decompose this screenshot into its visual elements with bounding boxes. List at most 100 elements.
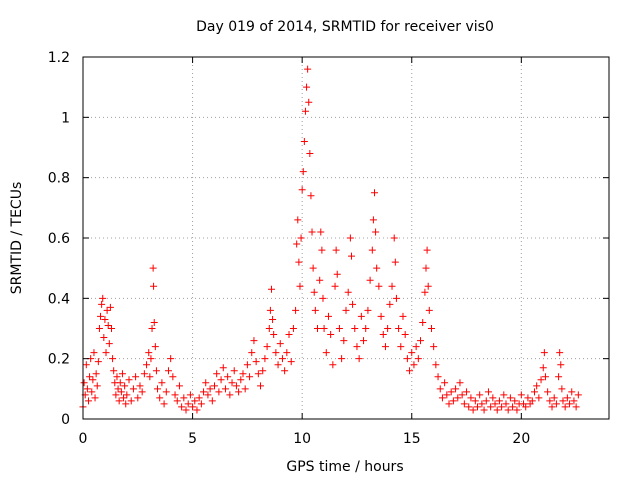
data-point [250,337,258,345]
data-point [544,388,552,396]
data-point [417,337,425,345]
y-tick-label: 1.2 [48,50,70,66]
data-point [219,364,227,372]
data-point [454,394,462,402]
y-tick-label: 0.8 [48,171,70,187]
data-point [511,397,519,405]
data-point [436,385,444,393]
data-point [493,406,501,414]
data-point [414,355,422,363]
data-point [298,186,306,194]
data-point [561,403,569,411]
data-point [97,312,105,320]
data-point [568,388,576,396]
data-point [303,83,311,91]
data-point [86,373,94,381]
data-point [259,367,267,375]
data-point [506,394,514,402]
data-point [392,294,400,302]
data-point [154,385,162,393]
data-point [173,397,181,405]
data-point [90,349,98,357]
data-point [366,276,374,284]
data-point [202,379,210,387]
x-tick-label: 0 [79,431,88,447]
data-point [491,400,499,408]
data-point [351,325,359,332]
data-point [147,355,155,363]
data-point [270,331,278,339]
data-point [145,349,153,357]
data-point [287,358,295,366]
data-point [237,376,245,384]
data-point [552,400,560,408]
data-point [241,385,249,393]
data-point [151,343,159,351]
y-tick-label: 0.2 [48,352,70,368]
data-point [449,397,457,405]
data-point [146,373,154,381]
data-point [300,137,308,145]
chart-title: Day 019 of 2014, SRMTID for receiver vis… [196,19,494,35]
data-point [105,340,113,348]
data-point [158,379,166,387]
data-point [445,400,453,408]
data-point [211,382,218,390]
data-point [517,391,525,399]
data-point [294,216,302,224]
data-point [109,355,117,363]
data-point [412,343,420,351]
data-point [114,385,122,393]
data-point [150,318,158,326]
data-point [524,394,532,402]
data-point [213,370,221,378]
data-point [307,192,315,200]
x-tick-labels: 0 5 10 15 20 [79,431,531,447]
plot-frame [82,56,610,420]
data-point [224,373,232,381]
y-axis-label: SRMTID / TECUs [9,182,25,295]
data-point [474,403,481,411]
data-points [79,65,582,414]
data-point [248,349,256,357]
data-point [309,264,317,272]
data-point [113,373,121,381]
data-point [310,288,318,296]
data-point [123,391,131,399]
data-point [100,334,108,342]
data-point [134,394,142,402]
data-point [469,406,477,414]
data-point [316,276,324,284]
data-point [193,406,201,414]
data-point [208,397,216,405]
data-point [152,367,160,375]
data-point [434,373,442,381]
data-point [509,403,517,411]
data-point [129,385,137,393]
data-point [458,391,466,399]
data-point [410,361,418,369]
data-point [399,312,407,320]
data-point [467,394,475,402]
data-point [533,382,541,390]
data-point [120,394,128,402]
data-point [391,258,399,266]
data-point [342,306,350,314]
data-point [566,400,574,408]
data-point [438,394,446,402]
data-point [377,312,385,320]
data-point [80,379,88,387]
x-tick-label: 15 [403,431,421,447]
data-point [317,228,325,236]
data-point [368,246,376,254]
data-point [306,150,314,158]
data-point [272,349,280,357]
data-point [296,282,304,290]
data-point [178,403,186,411]
data-point [263,343,271,351]
data-point [118,370,126,378]
data-point [232,382,240,390]
data-point [487,403,495,411]
data-point [550,394,558,402]
data-point [184,400,192,408]
